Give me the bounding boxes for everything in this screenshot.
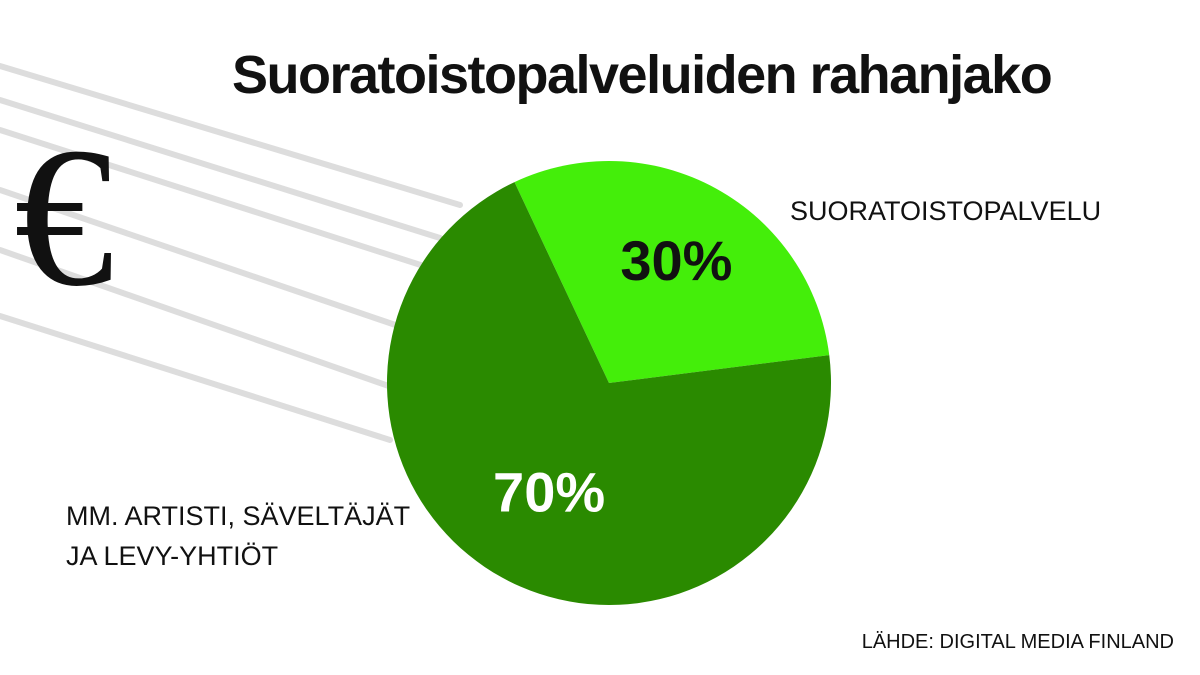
- speed-line: [0, 127, 433, 271]
- slice-label-streaming-service: SUORATOISTOPALVELU: [790, 196, 1102, 226]
- euro-icon: €: [14, 107, 114, 328]
- pie-slice-2: [387, 182, 832, 606]
- speed-line: [0, 63, 463, 208]
- slice-value-label-1: 30%: [620, 229, 732, 292]
- speed-line: [0, 313, 393, 443]
- slice-label-artists: MM. ARTISTI, SÄVELTÄJÄT JA LEVY-YHTIÖT: [66, 496, 410, 576]
- chart-title: Suoratoistopalveluiden rahanjako: [232, 45, 1053, 105]
- pie-slice-1: [514, 161, 830, 383]
- slice-label-line-1: MM. ARTISTI, SÄVELTÄJÄT: [66, 501, 411, 531]
- slice-value-label-2: 70%: [493, 460, 605, 523]
- speed-line: [0, 97, 443, 241]
- speed-line: [0, 187, 413, 333]
- source-note: LÄHDE: DIGITAL MEDIA FINLAND: [861, 631, 1174, 653]
- speed-line: [0, 247, 403, 393]
- slice-label-line-2: JA LEVY-YHTIÖT: [66, 541, 279, 571]
